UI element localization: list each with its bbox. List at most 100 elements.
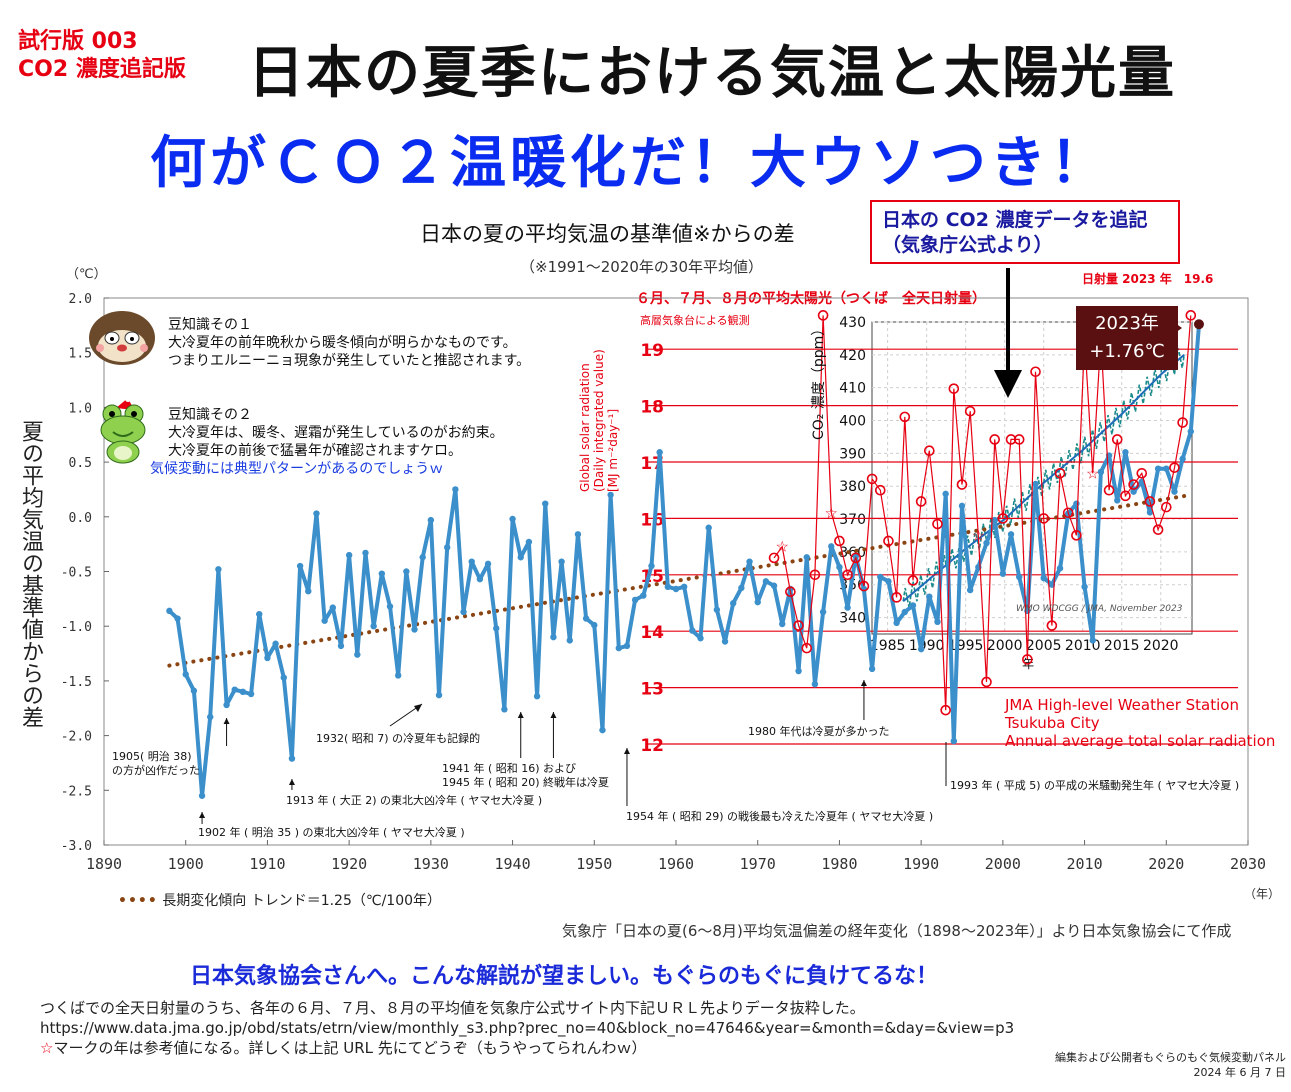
temperature-point <box>354 651 361 658</box>
temperature-point <box>656 449 663 456</box>
solar-point-star: ☆ <box>1086 464 1099 482</box>
solar-point <box>1160 501 1172 513</box>
temperature-point <box>738 584 745 592</box>
source-note: 気象庁「日本の夏(6～8月)平均気温偏差の経年変化（1898～2023年）」より… <box>562 922 1232 940</box>
solar-axis-title-3: [MJ m⁻²day⁻¹] <box>606 408 620 492</box>
temperature-point <box>239 688 247 696</box>
temperature-point <box>582 615 590 622</box>
temperature-point <box>926 593 933 600</box>
annotation-1941-1945: 1941 年 ( 昭和 16) および 1945 年 ( 昭和 20) 終戦年は… <box>442 762 609 790</box>
solar-point <box>1120 490 1131 502</box>
solar-line <box>773 315 1192 711</box>
footer-notes: つくばでの全天日射量のうち、各年の６月、７月、８月の平均値を気象庁公式サイト内下… <box>40 998 1014 1058</box>
temperature-point <box>852 552 859 560</box>
temperature-point <box>533 693 541 700</box>
x-tick-label: 1950 <box>576 855 612 873</box>
solar-point <box>817 310 829 321</box>
temperature-point <box>337 642 345 650</box>
temperature-point <box>991 516 998 524</box>
annotation-1902: 1902 年 ( 明治 35 ) の東北大凶冷年 ( ヤマセ大冷夏 ) <box>198 826 465 839</box>
temperature-point <box>345 551 353 559</box>
co2-credit: WMO WDCGG / JMA, November 2023 <box>1016 604 1183 614</box>
temperature-point <box>444 544 451 551</box>
temperature-point <box>1154 465 1162 472</box>
temperature-point <box>1073 500 1080 507</box>
y-tick-label: 0.0 <box>69 511 92 526</box>
co2-y-tick-label: 420 <box>839 348 866 364</box>
temperature-point <box>1081 583 1088 591</box>
co2-y-tick-label: 410 <box>839 381 866 397</box>
temperature-point <box>893 619 900 627</box>
footer-line-3: ☆マークの年は参考値になる。詳しくは上記 URL 先にてどうぞ（もうやってられん… <box>40 1038 1014 1058</box>
credit-date: 2024 年 6 月 7 日 <box>1193 1066 1286 1079</box>
solar-point <box>1152 524 1164 535</box>
credit: 編集および公開者もぐらのもぐ気候変動パネル 2024 年 6 月 7 日 <box>1036 1050 1286 1080</box>
solar-point <box>1071 530 1082 541</box>
temperature-point <box>640 592 647 599</box>
temperature-point <box>1187 428 1195 435</box>
x-tick-label: 2030 <box>1230 855 1266 873</box>
temperature-point <box>917 645 925 653</box>
solar-point <box>1046 620 1058 631</box>
temperature-point <box>460 608 467 616</box>
temperature-point <box>378 570 386 577</box>
temperature-point <box>958 502 966 510</box>
trivia-conclusion: 気候変動には典型パターンがあるのでしょうｗ <box>150 461 444 477</box>
temperature-point <box>493 625 500 632</box>
temperature-point <box>558 558 565 565</box>
solar-point <box>793 620 804 631</box>
footer-url[interactable]: https://www.data.jma.go.jp/obd/stats/etr… <box>40 1019 1015 1037</box>
solar-point <box>858 580 870 592</box>
x-tick-label: 2020 <box>1148 855 1184 873</box>
temperature-point <box>909 602 917 609</box>
temperature-point <box>680 583 688 591</box>
temperature-point <box>419 554 426 561</box>
co2-x-tick-label: 1985 <box>870 638 906 654</box>
temperature-point <box>885 578 892 585</box>
temperature-point <box>730 600 737 607</box>
solar-station-label: JMA High-level Weather Station Tsukuba C… <box>1005 696 1275 750</box>
annotation-1905-line-2: の方が凶作だった <box>112 764 200 777</box>
solar-title: ６月、７月、８月の平均太陽光（つくば 全天日射量） <box>636 291 986 307</box>
annotation-1941-line-1: 1941 年 ( 昭和 16) および <box>442 762 577 775</box>
solar-point <box>1111 434 1123 445</box>
solar-point <box>1128 479 1139 490</box>
solar-point <box>1062 507 1074 519</box>
arrow-1954-head <box>623 748 630 754</box>
temperature-point <box>231 686 238 693</box>
solar-axis-title-2: (Daily integrated value) <box>592 349 606 492</box>
solar-point <box>1144 496 1156 507</box>
temperature-point <box>770 582 778 589</box>
y-tick-label: 1.0 <box>69 401 92 416</box>
temperature-point <box>1089 637 1096 644</box>
solar-point <box>801 642 813 654</box>
solar-point <box>1005 434 1017 445</box>
co2-y-tick-label: 380 <box>839 479 866 495</box>
solar-point <box>785 586 796 598</box>
temperature-point <box>664 583 672 591</box>
solar-station-line-3: Annual average total solar radiation <box>1005 732 1276 750</box>
x-tick-label: 2000 <box>985 855 1021 873</box>
x-tick-label: 1910 <box>249 855 285 873</box>
solar-point <box>924 445 935 457</box>
chart-note: （※1991～2020年の30年平均値） <box>520 258 764 276</box>
co2-y-tick-label: 400 <box>839 414 866 430</box>
arrow-1913-head <box>288 779 295 785</box>
temperature-point <box>264 654 271 662</box>
solar-axis-title-1: Global solar radiation <box>578 363 592 492</box>
solar-point <box>883 535 894 547</box>
temperature-point <box>280 674 287 681</box>
annotation-1905: 1905( 明治 38) の方が凶作だった <box>112 750 200 778</box>
x-tick-label: 1970 <box>740 855 776 873</box>
solar-y-tick-label: 12 <box>640 736 664 756</box>
temperature-point <box>329 604 336 611</box>
temperature-point <box>803 554 810 561</box>
solar-point <box>891 592 902 603</box>
temperature-point <box>321 617 328 624</box>
co2-x-tick-label: 1995 <box>948 638 984 654</box>
callout-arrow-head <box>994 370 1022 398</box>
call-to-action: 日本気象協会さんへ。こんな解説が望ましい。もぐらのもぐに負けてるな！ <box>190 964 939 989</box>
solar-point <box>964 405 976 417</box>
solar-station-line-2: Tsukuba City <box>1005 714 1100 732</box>
